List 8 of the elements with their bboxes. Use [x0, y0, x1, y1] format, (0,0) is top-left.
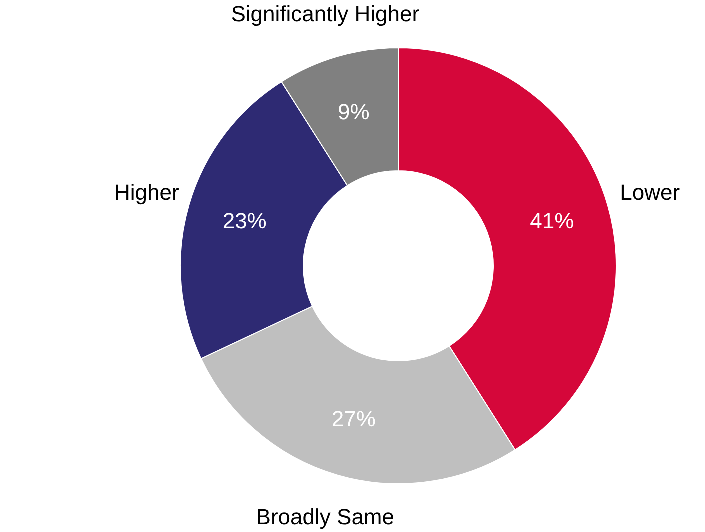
- slice-label: Lower: [620, 180, 680, 205]
- data-label: 9%: [338, 99, 370, 124]
- slice-label: Higher: [114, 180, 180, 205]
- data-label: 23%: [222, 208, 267, 234]
- slice-label: Broadly Same: [256, 504, 394, 530]
- data-label: 27%: [332, 406, 376, 432]
- slice-label: Significantly Higher: [231, 1, 420, 26]
- data-label: 41%: [530, 208, 574, 234]
